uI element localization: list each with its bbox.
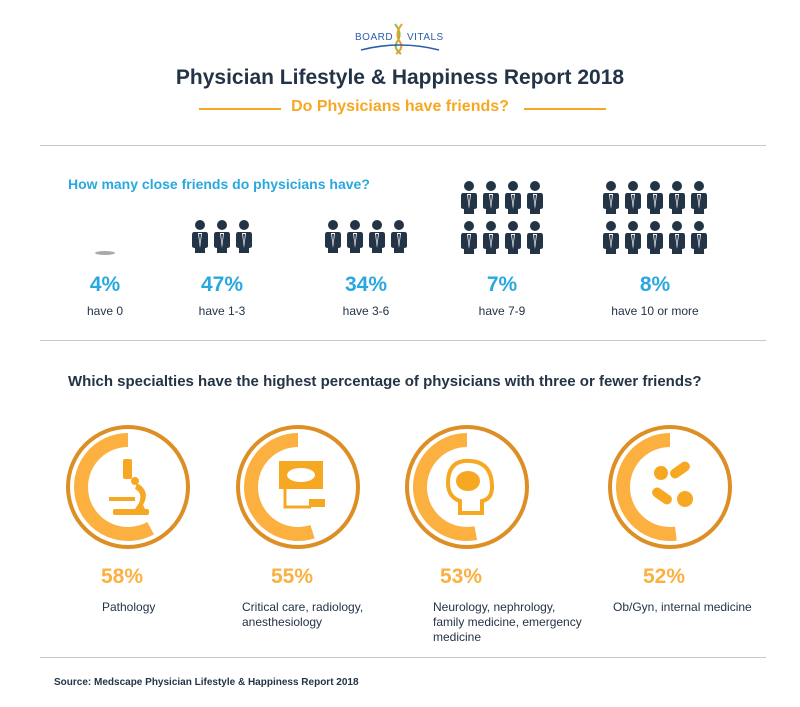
specialty-ring — [608, 425, 732, 549]
person-icon — [691, 181, 707, 220]
person-icon — [505, 181, 521, 220]
subtitle-rule-right — [524, 108, 606, 110]
specialty-label: Ob/Gyn, internal medicine — [613, 600, 752, 614]
specialty-label: Pathology — [102, 600, 156, 614]
specialty-label: Critical care, radiology, anesthesiology — [242, 600, 364, 629]
subtitle-rule-left — [199, 108, 281, 110]
person-icon — [691, 221, 707, 260]
person-icon — [647, 181, 663, 220]
pills-icon — [652, 461, 693, 507]
friends-category-label: have 0 — [86, 304, 124, 318]
divider — [40, 657, 766, 658]
logo: BOARD VITALS — [0, 22, 800, 59]
friends-percentage: 7% — [486, 273, 518, 296]
microscope-icon — [109, 459, 149, 515]
person-icon — [527, 181, 543, 220]
svg-text:BOARD: BOARD — [355, 32, 393, 43]
person-icon — [369, 220, 385, 259]
person-icon — [192, 220, 208, 259]
page-title: Physician Lifestyle & Happiness Report 2… — [175, 66, 625, 89]
page-subtitle: Do Physicians have friends? — [291, 98, 509, 115]
friends-category-label: have 1-3 — [198, 304, 246, 318]
person-icon — [214, 220, 230, 259]
divider — [40, 340, 766, 341]
ultrasound-icon — [279, 461, 325, 509]
friends-percentage: 47% — [200, 273, 244, 296]
specialty-arc — [616, 433, 677, 541]
specialty-ring — [236, 425, 360, 549]
person-icon — [625, 181, 641, 220]
specialty-percentage: 58% — [101, 565, 144, 588]
person-icon — [347, 220, 363, 259]
friends-percentage: 8% — [639, 273, 671, 296]
specialty-label: Neurology, nephrology, family medicine, … — [433, 600, 582, 644]
source-note: Source: Medscape Physician Lifestyle & H… — [54, 677, 359, 688]
person-icon — [325, 220, 341, 259]
person-icon — [483, 221, 499, 260]
person-icon — [483, 181, 499, 220]
person-icon — [603, 221, 619, 260]
logo-icon: BOARD VITALS — [355, 23, 444, 55]
divider — [40, 145, 766, 146]
specialty-ring — [66, 425, 190, 549]
friends-percentage: 4% — [89, 273, 121, 296]
specialty-arc — [413, 433, 478, 541]
friends-category-label: have 10 or more — [611, 304, 699, 318]
specialty-arc — [244, 433, 315, 541]
person-icon — [669, 181, 685, 220]
specialty-arc — [74, 433, 155, 541]
friends-question: How many close friends do physicians hav… — [68, 176, 370, 192]
svg-text:VITALS: VITALS — [407, 32, 444, 43]
specialty-percentage: 53% — [440, 565, 483, 588]
specialties-question: Which specialties have the highest perce… — [68, 373, 702, 390]
person-icon — [505, 221, 521, 260]
person-icon — [625, 221, 641, 260]
friends-percentage: 34% — [344, 273, 388, 296]
specialty-percentage: 55% — [271, 565, 314, 588]
person-icon — [603, 181, 619, 220]
empty-shadow-icon — [95, 251, 115, 255]
person-icon — [461, 181, 477, 220]
person-icon — [236, 220, 252, 259]
specialty-rings — [66, 425, 732, 549]
person-icon — [461, 221, 477, 260]
person-icon — [527, 221, 543, 260]
brain-head-icon — [445, 458, 495, 515]
person-icon — [669, 221, 685, 260]
person-icon — [391, 220, 407, 259]
specialty-percentage: 52% — [643, 565, 686, 588]
friends-category-label: have 3-6 — [342, 304, 390, 318]
specialty-ring — [405, 425, 529, 549]
friends-category-label: have 7-9 — [478, 304, 526, 318]
person-icon — [647, 221, 663, 260]
